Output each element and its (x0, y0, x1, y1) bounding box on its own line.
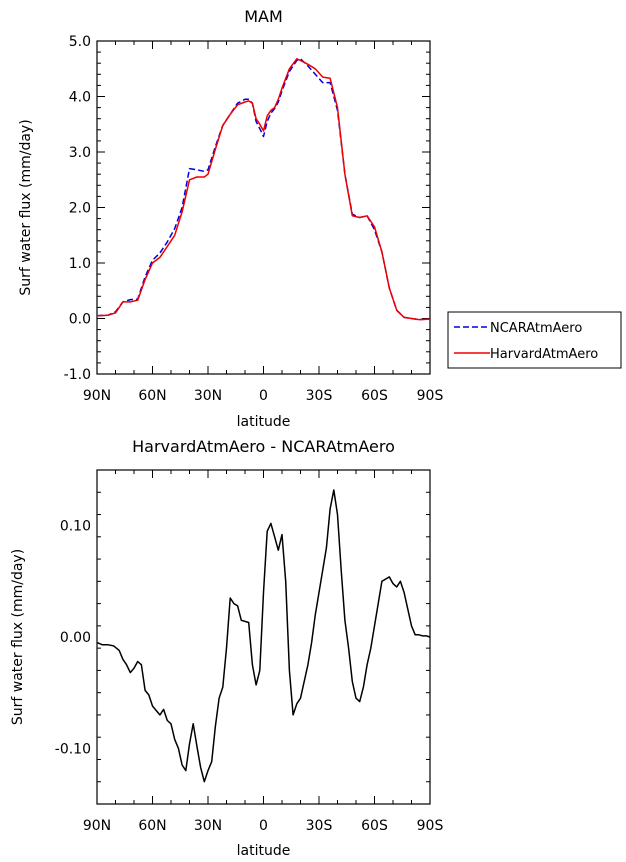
series-line-2 (96, 58, 431, 321)
y-tick-label: -0.10 (55, 741, 91, 757)
chart-title: HarvardAtmAero - NCARAtmAero (132, 437, 395, 456)
y-tick-label: 2.0 (69, 201, 91, 217)
plot-frame (96, 40, 431, 375)
y-tick-label: 0.00 (60, 630, 91, 646)
x-axis: 90N 60N 30N 0 30S 60S 90S (83, 41, 444, 404)
y-tick-label: 1.0 (69, 256, 91, 272)
y-tick-label: 3.0 (69, 145, 91, 161)
plot-frame (96, 469, 431, 805)
chart-panel-2: HarvardAtmAero - NCARAtmAero 90N 60N 30N 0 30… (10, 437, 443, 859)
x-tick-label: 0 (259, 388, 268, 404)
y-tick-label: 0.10 (60, 519, 91, 535)
x-tick-label: 60S (361, 388, 388, 404)
x-axis-label: latitude (237, 843, 291, 859)
x-tick-label: 90N (83, 818, 111, 834)
chart-panel-1: MAM 90N 60N 30N 0 30S 60S 90S latitude -1.0 0.0 1.0… (18, 7, 622, 430)
chart-title: MAM (244, 7, 283, 26)
x-tick-label: 60S (361, 818, 388, 834)
x-axis: 90N 60N 30N 0 30S 60S 90S (83, 470, 444, 834)
x-tick-label: 0 (259, 818, 268, 834)
x-tick-label: 60N (138, 388, 166, 404)
y-axis: -0.10 0.00 0.10 (55, 469, 430, 805)
x-axis-label: latitude (237, 414, 291, 430)
x-tick-label: 90S (417, 818, 444, 834)
y-axis-label: Surf water flux (mm/day) (18, 119, 34, 295)
x-tick-label: 90N (83, 388, 111, 404)
y-tick-label: 0.0 (69, 312, 91, 328)
series-line-1 (96, 489, 431, 783)
x-tick-label: 60N (138, 818, 166, 834)
x-tick-label: 30S (306, 388, 333, 404)
x-tick-label: 30S (306, 818, 333, 834)
x-tick-label: 30N (194, 818, 222, 834)
y-tick-label: 5.0 (69, 34, 91, 50)
series-line-1 (96, 58, 431, 321)
y-tick-label: -1.0 (64, 367, 91, 383)
y-axis: -1.0 0.0 1.0 2.0 3.0 4.0 5.0 (64, 34, 430, 383)
x-tick-label: 90S (417, 388, 444, 404)
legend-label: HarvardAtmAero (490, 347, 598, 362)
y-axis-label: Surf water flux (mm/day) (10, 549, 26, 725)
legend: NCARAtmAero HarvardAtmAero (447, 311, 622, 369)
legend-box (447, 311, 622, 369)
x-tick-label: 30N (194, 388, 222, 404)
legend-label: NCARAtmAero (490, 321, 582, 336)
y-tick-label: 4.0 (69, 90, 91, 106)
